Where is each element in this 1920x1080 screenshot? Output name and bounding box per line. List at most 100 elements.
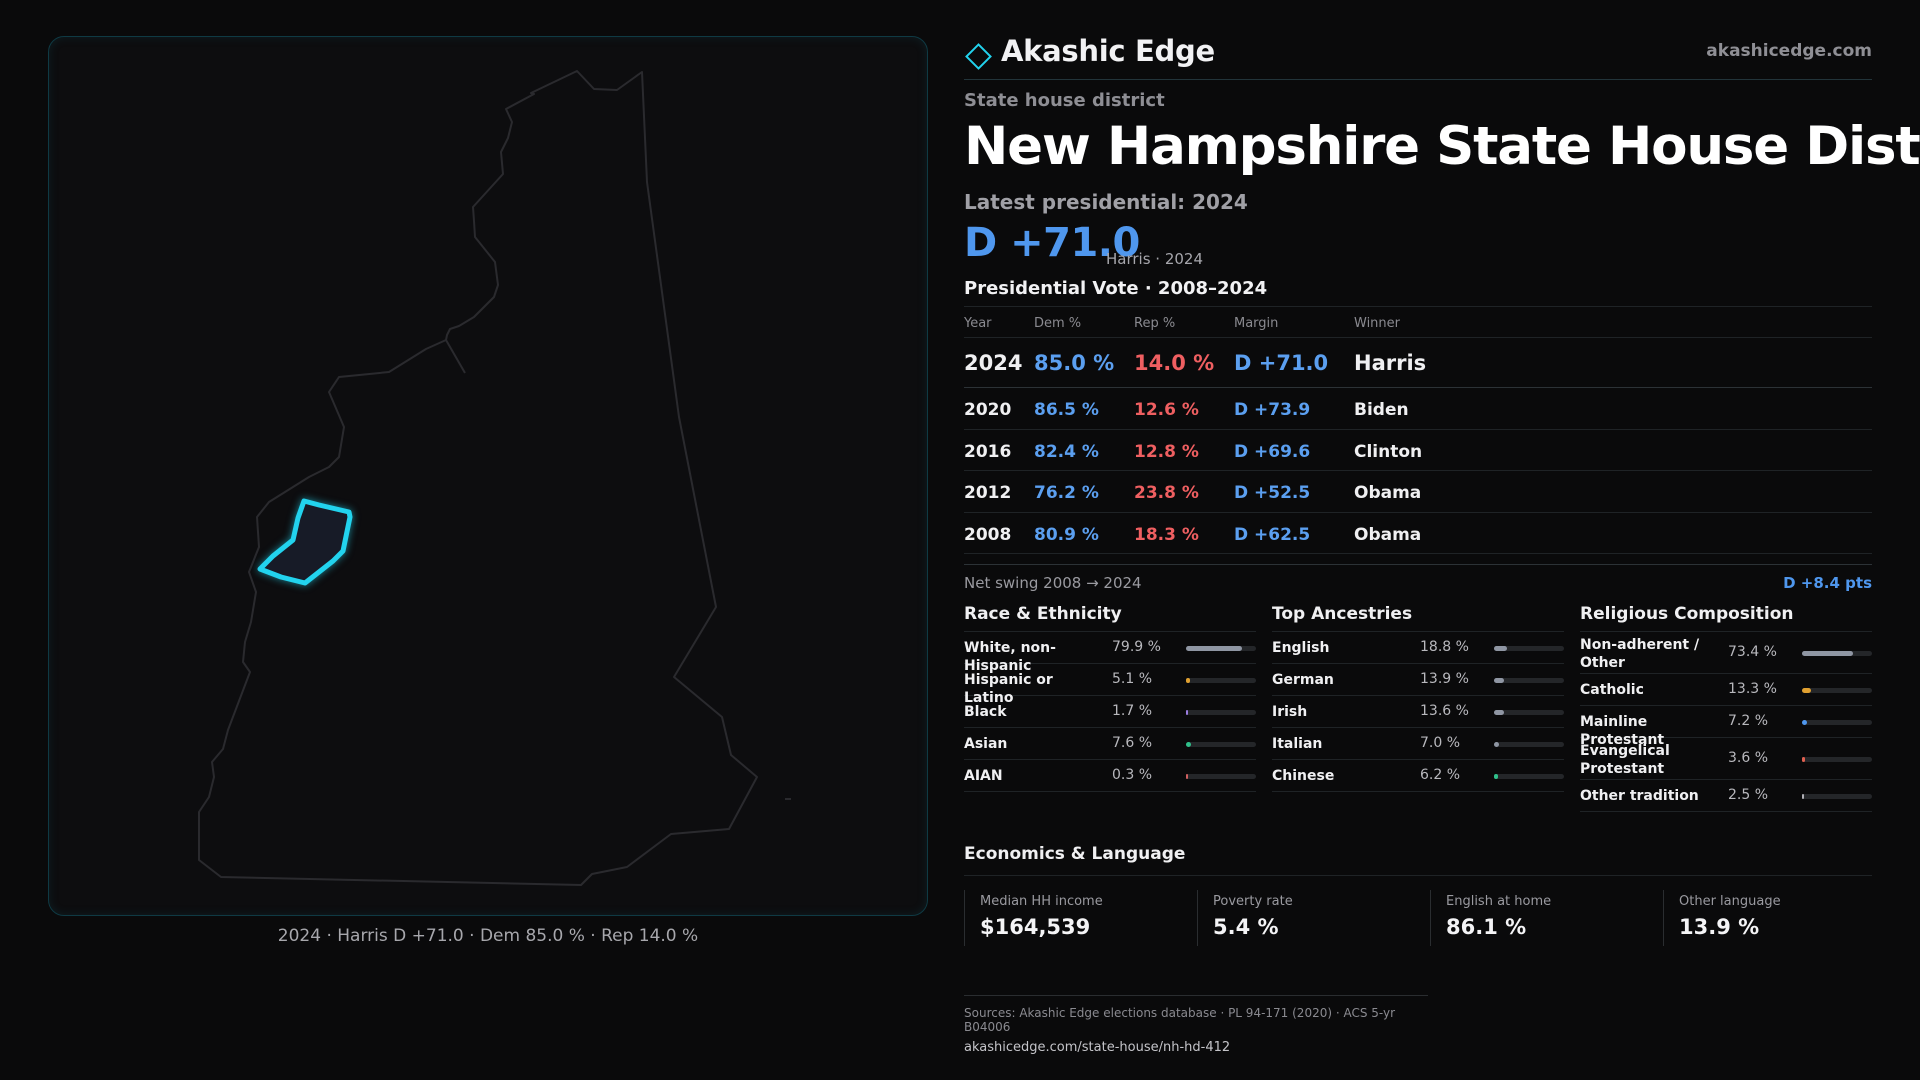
demo-bar-fill xyxy=(1802,794,1804,799)
column-header-dem: Dem % xyxy=(1034,316,1082,331)
map-caption: 2024 · Harris D +71.0 · Dem 85.0 % · Rep… xyxy=(277,926,699,946)
page-title: New Hampshire State House District 412 xyxy=(964,116,1920,177)
cell-dem: 76.2 % xyxy=(1034,483,1099,503)
demo-value: 13.9 % xyxy=(1420,671,1469,687)
demo-label: Non-adherent / Other xyxy=(1580,637,1700,671)
demo-bar-track xyxy=(1494,710,1564,715)
cell-winner: Obama xyxy=(1354,483,1422,503)
brand-header: Akashic Edge akashicedge.com xyxy=(964,28,1872,80)
religion-title: Religious Composition xyxy=(1580,600,1872,632)
demo-bar-track xyxy=(1186,742,1256,747)
demo-row: Asian 7.6 % xyxy=(964,728,1256,760)
demo-label: Asian xyxy=(964,736,1008,752)
presidential-vote-table: Year Dem % Rep % Margin Winner 2024 85.0… xyxy=(964,306,1872,554)
brand-name[interactable]: Akashic Edge xyxy=(1001,34,1215,68)
demo-bar-fill xyxy=(1802,651,1854,656)
econ-median-income: Median HH income $164,539 xyxy=(964,890,1191,946)
state-map[interactable] xyxy=(49,37,929,917)
demo-row: Catholic 13.3 % xyxy=(1580,674,1872,706)
demo-row: Non-adherent / Other 73.4 % xyxy=(1580,632,1872,674)
cell-rep: 18.3 % xyxy=(1134,524,1199,545)
race-list: White, non-Hispanic 79.9 % Hispanic or Lat… xyxy=(964,632,1256,792)
demo-value: 73.4 % xyxy=(1728,644,1777,660)
footer-url[interactable]: akashicedge.com/state-house/nh-hd-412 xyxy=(964,1040,1231,1055)
diamond-logo-icon xyxy=(965,43,992,70)
cell-dem: 80.9 % xyxy=(1034,524,1099,545)
column-header-year: Year xyxy=(964,316,992,331)
econ-value: 86.1 % xyxy=(1446,915,1527,939)
detail-panel: Akashic Edge akashicedge.com State house… xyxy=(964,0,1920,1080)
cell-margin: D +52.5 xyxy=(1234,483,1311,503)
cell-winner: Harris xyxy=(1354,351,1427,375)
demo-label: Hispanic or Latino xyxy=(964,672,1053,706)
demo-bar-fill xyxy=(1802,757,1805,762)
cell-dem: 85.0 % xyxy=(1034,351,1115,375)
cell-dem: 82.4 % xyxy=(1034,441,1099,462)
race-ethnicity-section: Race & Ethnicity White, non-Hispanic 79.9… xyxy=(964,600,1256,792)
table-row: 2008 80.9 % 18.3 % D +62.5 Obama xyxy=(964,513,1872,554)
demo-label: Evangelical Protestant xyxy=(1580,743,1670,777)
map-panel[interactable] xyxy=(48,36,928,916)
demo-value: 2.5 % xyxy=(1728,787,1769,803)
economics-grid: Median HH income $164,539 Poverty rate 5… xyxy=(964,890,1872,946)
race-ethnicity-title: Race & Ethnicity xyxy=(964,600,1256,632)
column-header-rep: Rep % xyxy=(1134,316,1176,331)
demo-bar-track xyxy=(1186,678,1256,683)
district-412-highlight[interactable] xyxy=(257,498,353,586)
net-swing-value: D +8.4 pts xyxy=(1783,574,1872,592)
demo-value: 3.6 % xyxy=(1728,750,1769,766)
cell-margin: D +62.5 xyxy=(1234,524,1311,545)
demo-row: Other tradition 2.5 % xyxy=(1580,780,1872,812)
demo-bar-track xyxy=(1802,757,1872,762)
cell-rep: 14.0 % xyxy=(1134,351,1215,375)
demo-bar-fill xyxy=(1186,710,1188,715)
demo-row: English 18.8 % xyxy=(1272,632,1564,664)
cell-year: 2008 xyxy=(964,524,1012,545)
demo-label: Italian xyxy=(1272,736,1323,752)
cell-rep: 23.8 % xyxy=(1134,483,1199,503)
headline-margin-sub: Harris · 2024 xyxy=(1106,250,1204,268)
table-header: Year Dem % Rep % Margin Winner xyxy=(964,306,1872,338)
cell-winner: Clinton xyxy=(1354,441,1423,462)
footer-sources: Sources: Akashic Edge elections database… xyxy=(964,1006,1396,1034)
table-row: 2012 76.2 % 23.8 % D +52.5 Obama xyxy=(964,471,1872,513)
econ-poverty-rate: Poverty rate 5.4 % xyxy=(1197,890,1424,946)
latest-presidential-label: Latest presidential: 2024 xyxy=(964,190,1248,214)
religion-list: Non-adherent / Other 73.4 % Catholic 13.3 %… xyxy=(1580,632,1872,812)
demo-bar-fill xyxy=(1186,646,1242,651)
cell-rep: 12.8 % xyxy=(1134,441,1199,462)
cell-year: 2020 xyxy=(964,400,1012,420)
headline-margin: D +71.0 xyxy=(964,220,1140,266)
demo-bar-track xyxy=(1186,710,1256,715)
cell-rep: 12.6 % xyxy=(1134,400,1199,420)
demo-row: Black 1.7 % xyxy=(964,696,1256,728)
demo-row: Irish 13.6 % xyxy=(1272,696,1564,728)
demo-bar-track xyxy=(1802,688,1872,693)
demo-label: German xyxy=(1272,672,1334,688)
demo-label: Other tradition xyxy=(1580,788,1699,804)
cell-year: 2012 xyxy=(964,483,1012,503)
demo-bar-track xyxy=(1802,794,1872,799)
district-type-label: State house district xyxy=(964,90,1165,111)
demo-bar-fill xyxy=(1494,678,1504,683)
state-inner-line xyxy=(445,339,466,374)
demo-label: Chinese xyxy=(1272,768,1335,784)
cell-winner: Biden xyxy=(1354,400,1409,420)
presidential-vote-title: Presidential Vote · 2008–2024 xyxy=(964,278,1268,299)
column-header-margin: Margin xyxy=(1234,316,1279,331)
brand-url[interactable]: akashicedge.com xyxy=(1706,41,1872,61)
demo-row: German 13.9 % xyxy=(1272,664,1564,696)
demo-label: Catholic xyxy=(1580,682,1644,698)
demo-bar-track xyxy=(1802,720,1872,725)
demo-bar-track xyxy=(1186,646,1256,651)
demo-value: 13.6 % xyxy=(1420,703,1469,719)
econ-english-at-home: English at home 86.1 % xyxy=(1430,890,1657,946)
ancestry-list: English 18.8 % German 13.9 % Irish 13.6 % Ital… xyxy=(1272,632,1564,792)
demo-value: 0.3 % xyxy=(1112,767,1153,783)
cell-dem: 86.5 % xyxy=(1034,400,1099,420)
demo-value: 1.7 % xyxy=(1112,703,1153,719)
demo-value: 7.2 % xyxy=(1728,713,1769,729)
table-row: 2016 82.4 % 12.8 % D +69.6 Clinton xyxy=(964,430,1872,471)
ancestries-section: Top Ancestries English 18.8 % German 13.9 %… xyxy=(1272,600,1564,792)
demo-bar-fill xyxy=(1494,710,1504,715)
